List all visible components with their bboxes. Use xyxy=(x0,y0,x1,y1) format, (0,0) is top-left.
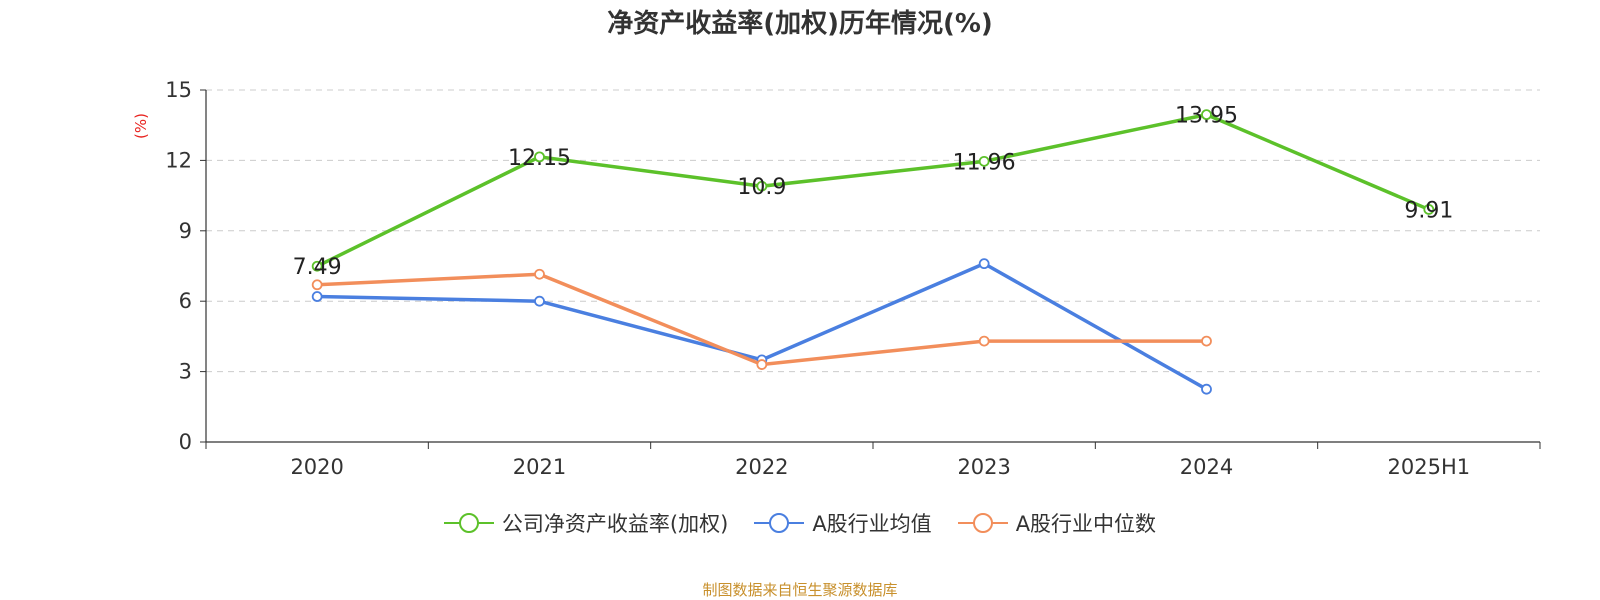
x-tick-label: 2021 xyxy=(513,455,566,479)
data-point xyxy=(1201,335,1212,347)
data-label: 12.15 xyxy=(508,146,571,171)
series-line-2 xyxy=(317,272,1207,367)
legend-item[interactable]: A股行业中位数 xyxy=(957,508,1157,538)
legend-item[interactable]: A股行业均值 xyxy=(754,508,932,538)
data-point xyxy=(978,335,990,347)
y-tick-label: 6 xyxy=(179,289,192,313)
legend-marker-icon xyxy=(957,513,1008,533)
data-point xyxy=(311,291,323,302)
data-point xyxy=(534,268,545,280)
series-line-1 xyxy=(317,261,1208,391)
axes: 0 3 6 9 12 15 2020 2021 2022 2023 2024 2025H1 (%) xyxy=(132,78,1541,479)
chart-title: 净资产收益率(加权)历年情况(%) xyxy=(607,9,993,39)
data-labels: 7.49 12.15 10.9 11.96 13.95 9.91 xyxy=(293,104,1454,281)
legend-label: 公司净资产收益率(加权) xyxy=(501,512,729,536)
data-label: 7.49 xyxy=(293,255,342,280)
grid-lines xyxy=(206,89,1540,373)
legend: 公司净资产收益率(加权) A股行业均值 A股行业中位数 xyxy=(0,508,1600,538)
legend-item[interactable]: 公司净资产收益率(加权) xyxy=(443,508,729,538)
y-tick-label: 0 xyxy=(179,430,192,454)
data-point xyxy=(1423,204,1435,215)
legend-marker-icon xyxy=(443,513,494,533)
data-label: 13.95 xyxy=(1175,104,1238,129)
data-label: 9.91 xyxy=(1404,198,1453,223)
y-tick-label: 9 xyxy=(179,219,192,243)
legend-label: A股行业均值 xyxy=(812,512,932,536)
data-point xyxy=(756,359,768,370)
y-tick-label: 12 xyxy=(165,148,192,172)
legend-marker-icon xyxy=(754,513,805,533)
data-point xyxy=(1201,109,1212,121)
data-label: 11.96 xyxy=(953,150,1016,175)
data-point xyxy=(311,279,323,291)
x-tick-label: 2022 xyxy=(735,455,788,479)
data-point xyxy=(978,155,990,167)
data-point xyxy=(534,151,545,163)
data-point xyxy=(311,260,323,272)
y-tick-label: 15 xyxy=(165,78,192,102)
y-axis-label: (%) xyxy=(132,113,150,139)
data-point xyxy=(1201,383,1212,395)
x-tick-label: 2020 xyxy=(290,455,343,479)
data-point xyxy=(978,258,990,270)
legend-label: A股行业中位数 xyxy=(1015,512,1157,536)
series-lines xyxy=(311,109,1435,395)
y-tick-label: 3 xyxy=(179,360,192,384)
x-tick-label: 2025H1 xyxy=(1388,455,1471,479)
data-point xyxy=(534,295,545,307)
source-note: 制图数据来自恒生聚源数据库 xyxy=(702,581,898,599)
x-tick-label: 2024 xyxy=(1180,455,1233,479)
data-label: 10.9 xyxy=(737,175,786,200)
series-line-0 xyxy=(316,112,1430,268)
x-tick-label: 2023 xyxy=(957,455,1010,479)
data-point xyxy=(756,180,768,192)
